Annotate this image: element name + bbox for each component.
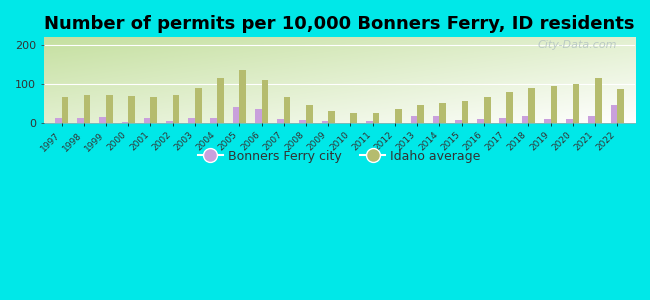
Bar xyxy=(195,88,202,123)
Bar xyxy=(551,86,557,123)
Bar xyxy=(433,116,439,123)
Bar xyxy=(166,121,173,123)
Bar xyxy=(372,113,380,123)
Bar xyxy=(62,98,68,123)
Legend: Bonners Ferry city, Idaho average: Bonners Ferry city, Idaho average xyxy=(193,145,486,168)
Bar xyxy=(239,70,246,123)
Text: City-Data.com: City-Data.com xyxy=(538,40,618,50)
Bar xyxy=(300,119,306,123)
Bar xyxy=(150,98,157,123)
Bar xyxy=(455,119,461,123)
Bar xyxy=(261,80,268,123)
Bar xyxy=(417,105,424,123)
Title: Number of permits per 10,000 Bonners Ferry, ID residents: Number of permits per 10,000 Bonners Fer… xyxy=(44,15,634,33)
Bar xyxy=(84,95,90,123)
Bar xyxy=(595,78,602,123)
Bar xyxy=(255,109,261,123)
Bar xyxy=(588,116,595,123)
Bar xyxy=(99,117,106,123)
Bar xyxy=(77,118,84,123)
Bar xyxy=(477,119,484,123)
Bar xyxy=(144,118,150,123)
Bar xyxy=(395,109,402,123)
Bar xyxy=(522,116,528,123)
Bar xyxy=(277,119,284,123)
Bar xyxy=(528,88,535,123)
Bar xyxy=(188,118,195,123)
Bar xyxy=(233,107,239,123)
Bar xyxy=(462,101,468,123)
Bar xyxy=(350,113,357,123)
Bar xyxy=(499,118,506,123)
Bar xyxy=(618,88,624,123)
Bar xyxy=(573,84,579,123)
Bar xyxy=(506,92,513,123)
Bar xyxy=(366,122,372,123)
Bar xyxy=(322,122,328,123)
Bar xyxy=(566,119,573,123)
Bar xyxy=(211,118,217,123)
Bar xyxy=(55,118,62,123)
Bar xyxy=(484,98,491,123)
Bar xyxy=(610,105,617,123)
Bar xyxy=(173,95,179,123)
Bar xyxy=(439,103,446,123)
Bar xyxy=(128,96,135,123)
Bar xyxy=(544,119,551,123)
Bar xyxy=(284,98,291,123)
Bar xyxy=(328,111,335,123)
Bar xyxy=(306,105,313,123)
Bar xyxy=(411,116,417,123)
Bar xyxy=(122,122,128,123)
Bar xyxy=(106,95,112,123)
Bar xyxy=(217,78,224,123)
